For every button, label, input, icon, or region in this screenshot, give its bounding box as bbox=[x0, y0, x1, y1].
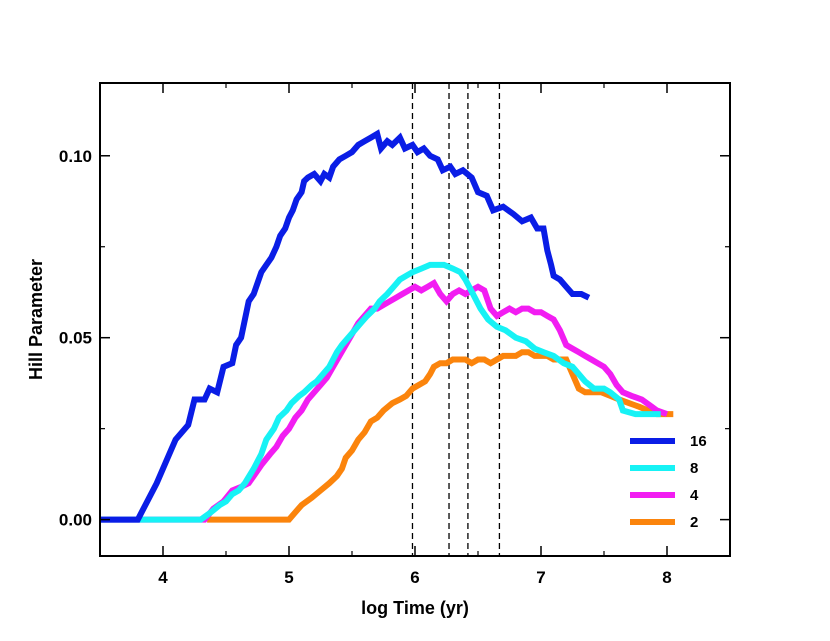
x-axis-label: log Time (yr) bbox=[361, 598, 469, 618]
x-tick-label: 4 bbox=[158, 568, 168, 587]
y-tick-label: 0.00 bbox=[59, 511, 92, 530]
y-tick-label: 0.10 bbox=[59, 147, 92, 166]
legend-label-16: 16 bbox=[690, 433, 707, 450]
series-line-16 bbox=[100, 129, 591, 523]
legend-label-2: 2 bbox=[690, 514, 698, 531]
legend: 16 8 4 2 bbox=[630, 433, 707, 531]
y-axis-label: Hill Parameter bbox=[26, 259, 46, 380]
x-tick-label: 8 bbox=[662, 568, 671, 587]
legend-label-8: 8 bbox=[690, 460, 698, 477]
x-tick-label: 7 bbox=[536, 568, 545, 587]
axis-ticks: 4 5 6 7 8 0.00 0.05 0.10 bbox=[59, 83, 731, 587]
y-tick-label: 0.05 bbox=[59, 329, 92, 348]
data-series bbox=[100, 129, 674, 523]
legend-label-4: 4 bbox=[690, 487, 699, 504]
series-line-8 bbox=[100, 261, 661, 523]
series-line-2 bbox=[207, 349, 674, 523]
series-line-4 bbox=[100, 278, 669, 523]
vertical-marker-lines bbox=[411, 83, 501, 556]
x-tick-label: 6 bbox=[410, 568, 419, 587]
x-tick-label: 5 bbox=[284, 568, 293, 587]
